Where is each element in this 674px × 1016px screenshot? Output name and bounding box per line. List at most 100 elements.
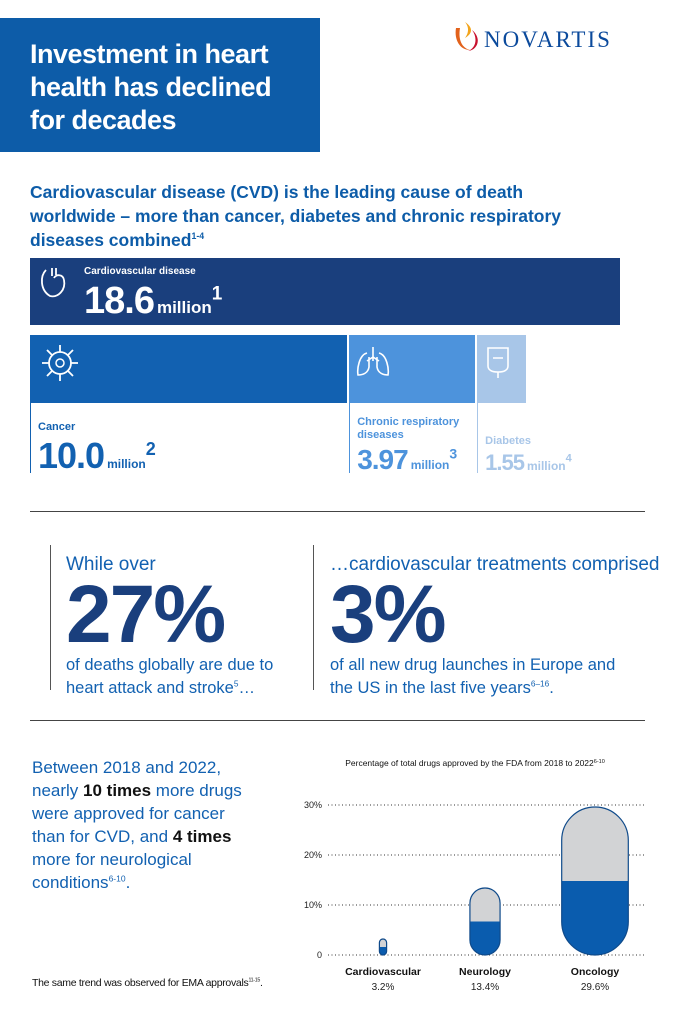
logo-text: NOVARTIS [484, 27, 612, 52]
logo-icon [455, 22, 478, 51]
stat-desc: of deaths globally are due to heart atta… [66, 654, 296, 700]
icon-stroke [48, 351, 72, 375]
bar-label: Chronic respiratory diseases [357, 416, 460, 441]
pill-outline [378, 938, 388, 956]
heart-icon [41, 268, 66, 298]
summary-text: more drugs were approved for cancer than… [32, 781, 242, 846]
bar-text: Diabetes 1.55 million4 [485, 435, 585, 474]
bar-label: Diabetes [485, 435, 531, 447]
pill-fill [561, 881, 629, 955]
bar [30, 258, 620, 325]
summary-tail: . [125, 873, 131, 892]
footnote-ref: 6-10 [594, 759, 605, 765]
bar [477, 335, 527, 403]
stat-block: …cardiovascular treatments comprised 3% … [330, 554, 659, 700]
unit: million [156, 298, 212, 317]
stat-text: of all new drug launches in Europe and t… [330, 656, 616, 697]
divider [30, 720, 645, 721]
bar-rule [349, 403, 351, 473]
bar-text: Cancer 10.0 million2 [38, 421, 345, 474]
bar-label: Cardiovascular disease [84, 266, 196, 277]
bar [349, 335, 476, 403]
footnote-ref: 1 [211, 283, 223, 305]
value-label: 13.4% [471, 982, 499, 993]
stat-rule [313, 545, 314, 690]
cancer-icon [42, 345, 78, 381]
stat-desc: of all new drug launches in Europe and t… [330, 654, 640, 700]
pill-fill [379, 947, 387, 955]
value-label-group: 10.0 million2 [38, 438, 345, 474]
footnote-ref: 3 [449, 445, 457, 462]
value-label: 1.55 [485, 450, 525, 475]
diabetes-icon [487, 347, 509, 378]
summary-emphasis: 10 times [83, 781, 152, 800]
value-label: 29.6% [581, 982, 609, 993]
intro-text: Cardiovascular disease (CVD) is the lead… [30, 182, 561, 250]
pill [469, 888, 501, 955]
y-tick-label: 10% [304, 900, 322, 910]
footnote-ref: 6–16 [530, 679, 550, 689]
y-tick-label: 20% [304, 850, 322, 860]
bar-rule [30, 403, 31, 473]
stat-text: of deaths globally are due to heart atta… [66, 656, 274, 697]
footnote-ref: 11-15 [248, 977, 260, 984]
pill-fill [469, 921, 501, 955]
lungs-icon [356, 347, 390, 376]
logo-flame [465, 22, 472, 38]
footnote-tail: . [260, 977, 263, 989]
stat-tail: … [238, 679, 255, 697]
stat-figure: 27% [66, 569, 226, 660]
intro: Cardiovascular disease (CVD) is the lead… [30, 180, 570, 252]
stat-block: While over 27% of deaths globally are du… [66, 554, 296, 700]
icon-stroke [55, 358, 65, 368]
pill-outline [469, 887, 501, 956]
stat-figure: 3% [330, 569, 447, 660]
pill [561, 807, 629, 955]
value-label: 10.0 [38, 435, 105, 476]
footnote-ref: 5 [233, 679, 239, 689]
x-tick-label: Neurology [459, 966, 511, 978]
unit: million [107, 457, 146, 471]
icon-stroke [42, 345, 78, 381]
pill [379, 939, 387, 955]
logo-flame [455, 28, 470, 50]
y-tick-label: 0 [317, 950, 322, 960]
divider [30, 511, 645, 512]
summary: Between 2018 and 2022, nearly 10 times m… [32, 756, 247, 894]
footnote-text: The same trend was observed for EMA appr… [32, 977, 249, 989]
bar [30, 335, 348, 403]
title-box: Investment in heart health has declined … [0, 18, 320, 152]
footnote: The same trend was observed for EMA appr… [32, 977, 263, 989]
unit: million [410, 458, 450, 472]
chart-title-text: Percentage of total drugs approved by th… [345, 758, 594, 768]
summary-text: Between 2018 and 2022, nearly [32, 758, 222, 800]
footnote-ref: 1-4 [191, 231, 205, 242]
logo-flame [468, 30, 478, 51]
stat-lead: While over [66, 554, 156, 575]
value-label-group: 3.97 million3 [357, 446, 473, 474]
value-label: 3.2% [372, 982, 395, 993]
unit: million [526, 459, 566, 473]
stat-lead: …cardiovascular treatments comprised [330, 554, 660, 575]
summary-text: more for neurological conditions [32, 850, 192, 892]
value-label: 18.6 [84, 280, 155, 322]
icon-stroke [41, 268, 66, 298]
bar-label: Cancer [38, 421, 76, 433]
y-tick-label: 30% [304, 800, 322, 810]
value-label-group: 1.55 million4 [485, 452, 585, 474]
x-tick-label: Oncology [571, 966, 620, 978]
icon-stroke [487, 347, 509, 378]
pill-chart: Percentage of total drugs approved by th… [304, 758, 645, 993]
stat-rule [50, 545, 51, 690]
footnote-ref: 2 [145, 439, 156, 459]
footnote-ref: 6-10 [108, 873, 126, 884]
footnote-ref: 4 [565, 452, 572, 465]
page-title: Investment in heart health has declined … [30, 39, 272, 135]
icon-stroke [356, 347, 390, 376]
summary-emphasis: 4 times [172, 827, 232, 846]
x-tick-label: Cardiovascular [345, 966, 421, 978]
chart-title: Percentage of total drugs approved by th… [345, 758, 605, 768]
pill-outline [561, 806, 629, 956]
